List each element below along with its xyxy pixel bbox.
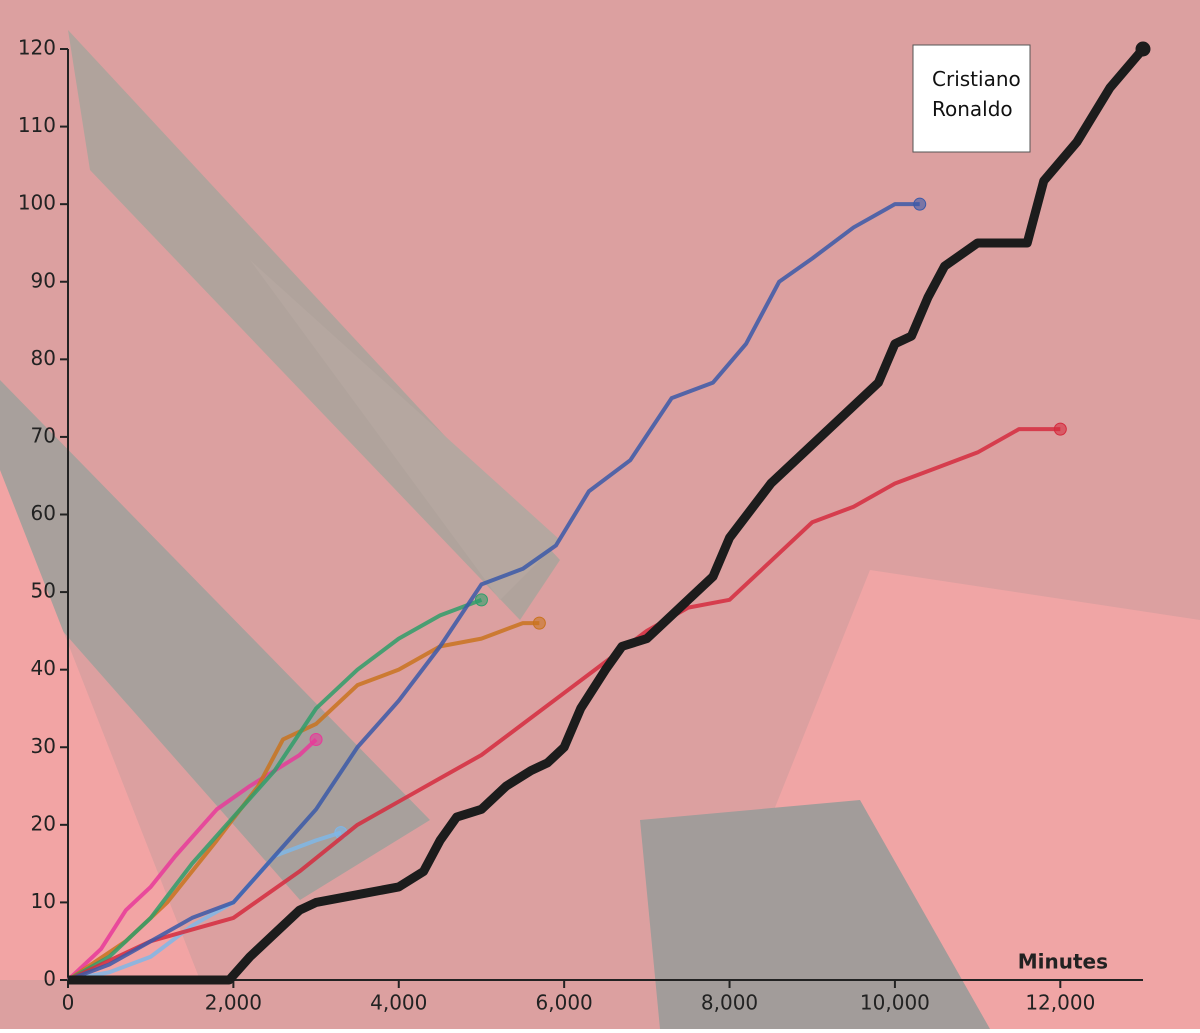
series-line <box>67 202 920 982</box>
y-tick-label: 10 <box>31 889 56 913</box>
y-tick-label: 110 <box>18 113 56 137</box>
end-point <box>1135 41 1151 57</box>
y-tick-label: 20 <box>31 811 56 835</box>
end-point <box>1053 422 1067 436</box>
x-tick-label: 6,000 <box>536 991 593 1015</box>
voronoi-region <box>0 470 200 980</box>
x-tick-label: 12,000 <box>1025 991 1095 1015</box>
y-tick-label: 70 <box>31 423 56 447</box>
series-line <box>67 830 342 982</box>
voronoi-region <box>250 260 560 600</box>
y-tick-label: 30 <box>31 734 56 758</box>
x-tick-label: 10,000 <box>860 991 930 1015</box>
y-tick-label: 60 <box>31 501 56 525</box>
end-point <box>913 197 927 211</box>
voronoi-region <box>640 800 990 1029</box>
series-line <box>67 597 483 982</box>
voronoi-region <box>0 380 430 900</box>
end-point <box>309 732 323 746</box>
annotation-box <box>912 44 1031 153</box>
y-tick-label: 50 <box>31 579 56 603</box>
series-line <box>68 46 1147 985</box>
annotation: Cristiano Ronaldo <box>932 67 1021 121</box>
x-axis-label: Minutes <box>1018 950 1108 974</box>
x-tick-label: 2,000 <box>205 991 262 1015</box>
x-tick-label: 8,000 <box>701 991 758 1015</box>
y-tick-label: 100 <box>18 191 56 215</box>
y-tick-label: 90 <box>31 268 56 292</box>
x-tick-label: 4,000 <box>370 991 427 1015</box>
x-tick-label: 0 <box>62 991 75 1015</box>
y-tick-label: 80 <box>31 346 56 370</box>
series-line <box>66 738 318 982</box>
end-point <box>532 616 546 630</box>
y-tick-label: 0 <box>43 967 56 991</box>
end-point <box>474 593 488 607</box>
y-tick-label: 120 <box>18 36 56 60</box>
plot: 0 10 20 30 40 50 60 70 80 90 100 110 120 0 2,000 4,000 6… <box>18 36 1151 1015</box>
y-tick-label: 40 <box>31 656 56 680</box>
series-line <box>66 621 540 982</box>
